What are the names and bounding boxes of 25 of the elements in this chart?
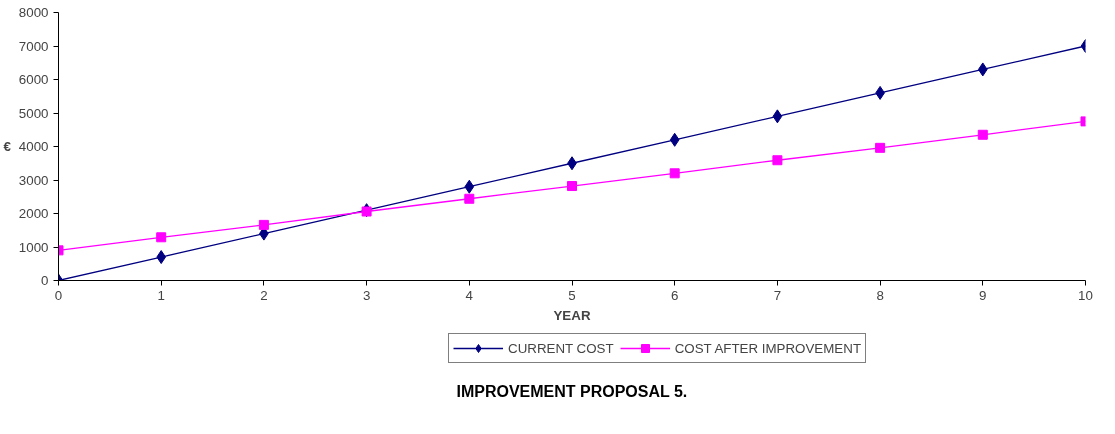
x-axis-title: YEAR <box>553 307 591 323</box>
y-tick-label: 5000 <box>18 105 49 121</box>
x-tick-label: 8 <box>876 287 884 303</box>
x-tick-label: 4 <box>465 287 474 303</box>
legend-label: CURRENT COST <box>508 340 614 356</box>
x-tick-label: 10 <box>1078 287 1093 303</box>
y-tick-label: 6000 <box>18 72 49 87</box>
y-tick-label: 3000 <box>18 172 49 188</box>
y-tick-label: 1000 <box>18 239 49 255</box>
legend-label: COST AFTER IMPROVEMENT <box>674 340 862 356</box>
y-tick-label: 4000 <box>18 139 49 154</box>
x-tick-label: 0 <box>54 287 63 303</box>
x-tick-label: 2 <box>260 287 268 303</box>
y-tick-label: 7000 <box>18 38 49 54</box>
x-tick-label: 6 <box>670 287 679 303</box>
x-tick-label: 7 <box>773 287 782 303</box>
y-tick-label: 2000 <box>18 206 49 221</box>
y-tick-label: 8000 <box>18 5 49 20</box>
x-tick-label: 1 <box>157 287 165 303</box>
y-tick-label: 0 <box>41 273 49 288</box>
y-axis-title: € <box>3 139 12 154</box>
text: IMPROVEMENT PROPOSAL 5. <box>456 382 688 400</box>
x-tick-label: 3 <box>362 287 371 303</box>
x-tick-label: 5 <box>568 287 576 303</box>
x-tick-label: 9 <box>979 287 987 303</box>
